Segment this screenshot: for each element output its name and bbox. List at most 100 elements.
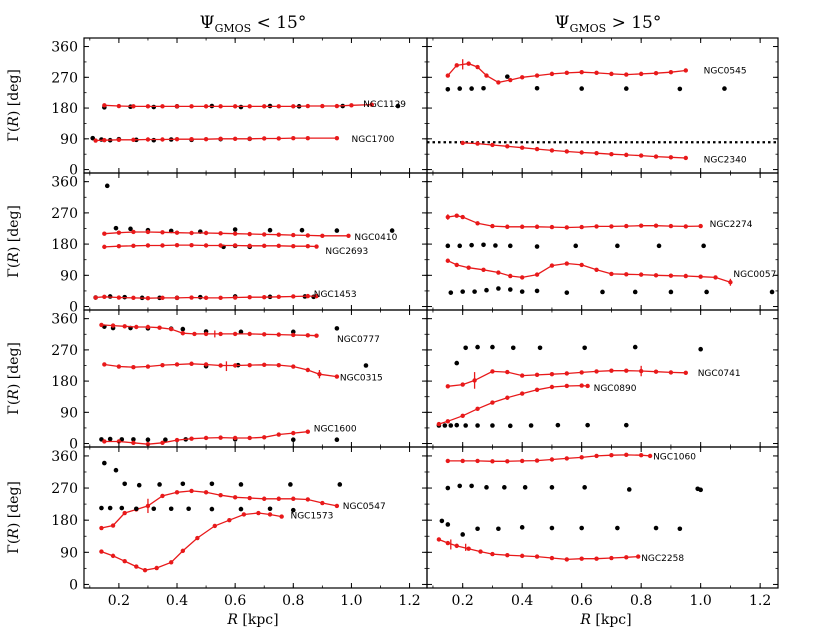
- model-point-ngc0777: [134, 324, 139, 330]
- model-point-ngc0547: [203, 490, 209, 495]
- model-point-ngc0545: [454, 63, 459, 68]
- data-point-ngc0547: [337, 482, 343, 487]
- model-point-ngc2274: [505, 224, 510, 229]
- model-point-ngc2340: [564, 149, 570, 154]
- model-point-ngc1129: [320, 103, 325, 109]
- x-tick-label: 1.0: [340, 593, 362, 609]
- model-point-ngc2274: [698, 223, 703, 229]
- data-point-ngc2258: [579, 525, 584, 531]
- model-point-ngc1573: [134, 564, 139, 569]
- data-point-ngc1700: [151, 137, 157, 143]
- data-point-ngc1060: [445, 485, 451, 491]
- data-point-ngc0057: [472, 289, 477, 294]
- model-point-ngc0315: [160, 362, 165, 368]
- data-point-ngc0547: [288, 482, 293, 487]
- model-point-ngc1129: [116, 103, 122, 109]
- model-point-ngc0890: [519, 391, 525, 396]
- galaxy-label-ngc0315: NGC0315: [340, 374, 383, 384]
- panel-right-row2: NGC2274 NGC0057: [445, 213, 776, 295]
- model-point-ngc0777: [169, 326, 174, 332]
- model-point-ngc1060: [579, 455, 584, 460]
- model-point-ngc0057: [579, 262, 584, 268]
- model-point-ngc1060: [475, 458, 480, 464]
- data-point-ngc0410: [334, 228, 340, 233]
- y-tick-label: 360: [51, 449, 78, 465]
- data-point-ngc0057: [769, 289, 775, 295]
- data-point-ngc2258: [653, 525, 659, 531]
- model-point-ngc0410: [305, 233, 311, 238]
- data-point-ngc0890: [490, 423, 495, 428]
- data-point-ngc2274: [469, 242, 474, 248]
- data-point-ngc0410: [113, 225, 119, 231]
- data-point-ngc1573: [151, 506, 157, 512]
- data-point-ngc1060: [582, 485, 587, 490]
- data-point-ngc0890: [585, 422, 590, 428]
- galaxy-label-ngc1453: NGC1453: [314, 290, 357, 300]
- model-line-ngc2258: [438, 538, 639, 561]
- data-point-ngc0545: [534, 85, 540, 91]
- model-point-ngc1573: [154, 565, 159, 571]
- data-point-ngc0741: [632, 344, 638, 350]
- model-point-ngc0410: [320, 233, 325, 238]
- model-point-ngc1453: [314, 293, 319, 299]
- model-point-ngc0547: [122, 510, 127, 516]
- model-point-ngc0741: [668, 370, 674, 375]
- model-point-ngc1573: [227, 517, 232, 523]
- model-point-ngc0315: [247, 362, 252, 368]
- model-point-ngc2693: [116, 243, 122, 249]
- data-point-ngc0545: [505, 74, 510, 79]
- model-point-ngc2340: [653, 154, 659, 159]
- data-point-ngc1573: [267, 506, 273, 512]
- model-point-ngc0545: [445, 73, 451, 78]
- data-point-ngc0057: [507, 287, 513, 292]
- model-point-ngc0741: [519, 373, 525, 378]
- model-point-ngc0777: [192, 331, 197, 337]
- data-point-ngc0741: [463, 345, 468, 351]
- model-point-ngc0547: [247, 495, 252, 501]
- x-tick-label: 0.8: [630, 593, 652, 609]
- model-point-ngc2340: [668, 155, 674, 160]
- model-point-ngc2340: [624, 152, 629, 158]
- model-point-ngc0545: [624, 72, 629, 77]
- model-point-ngc0410: [174, 230, 180, 235]
- model-point-ngc1700: [102, 137, 107, 143]
- model-point-ngc1573: [267, 512, 273, 517]
- model-point-ngc1600: [305, 429, 311, 434]
- model-point-ngc2258: [454, 543, 459, 549]
- data-point-ngc1573: [290, 507, 296, 513]
- data-point-ngc0741: [475, 344, 480, 350]
- y-tick-label: 90: [60, 545, 78, 561]
- data-point-ngc2258: [460, 532, 465, 537]
- model-point-ngc0777: [247, 331, 252, 337]
- model-point-ngc0777: [262, 332, 267, 337]
- model-point-ngc0315: [131, 365, 136, 370]
- data-point-ngc0890: [454, 422, 460, 428]
- model-point-ngc2274: [460, 214, 465, 220]
- model-point-ngc1129: [145, 104, 151, 109]
- data-point-ngc2258: [439, 518, 445, 524]
- data-point-ngc1060: [484, 485, 489, 490]
- model-point-ngc1573: [110, 553, 116, 559]
- data-point-ngc0057: [496, 286, 501, 291]
- model-point-ngc0315: [334, 374, 340, 379]
- model-point-ngc2274: [534, 224, 540, 229]
- model-point-ngc2258: [564, 557, 570, 562]
- model-point-ngc2340: [475, 141, 480, 146]
- model-point-ngc1700: [262, 136, 267, 141]
- model-point-ngc2258: [624, 555, 629, 560]
- model-point-ngc0777: [99, 322, 104, 328]
- data-point-ngc0057: [448, 290, 454, 295]
- data-point-ngc0545: [677, 86, 683, 92]
- data-point-ngc0547: [209, 481, 215, 487]
- model-point-ngc0547: [110, 523, 116, 528]
- galaxy-label-ngc2274: NGC2274: [710, 220, 753, 230]
- model-point-ngc1060: [594, 453, 599, 459]
- model-point-ngc0057: [713, 275, 718, 280]
- data-point-ngc0545: [722, 86, 727, 91]
- model-line-ngc0410: [104, 231, 349, 237]
- model-point-ngc0545: [579, 69, 584, 75]
- data-point-ngc1573: [186, 506, 191, 512]
- model-point-ngc0410: [232, 231, 238, 236]
- model-point-ngc2340: [683, 155, 688, 161]
- model-point-ngc1129: [102, 103, 107, 108]
